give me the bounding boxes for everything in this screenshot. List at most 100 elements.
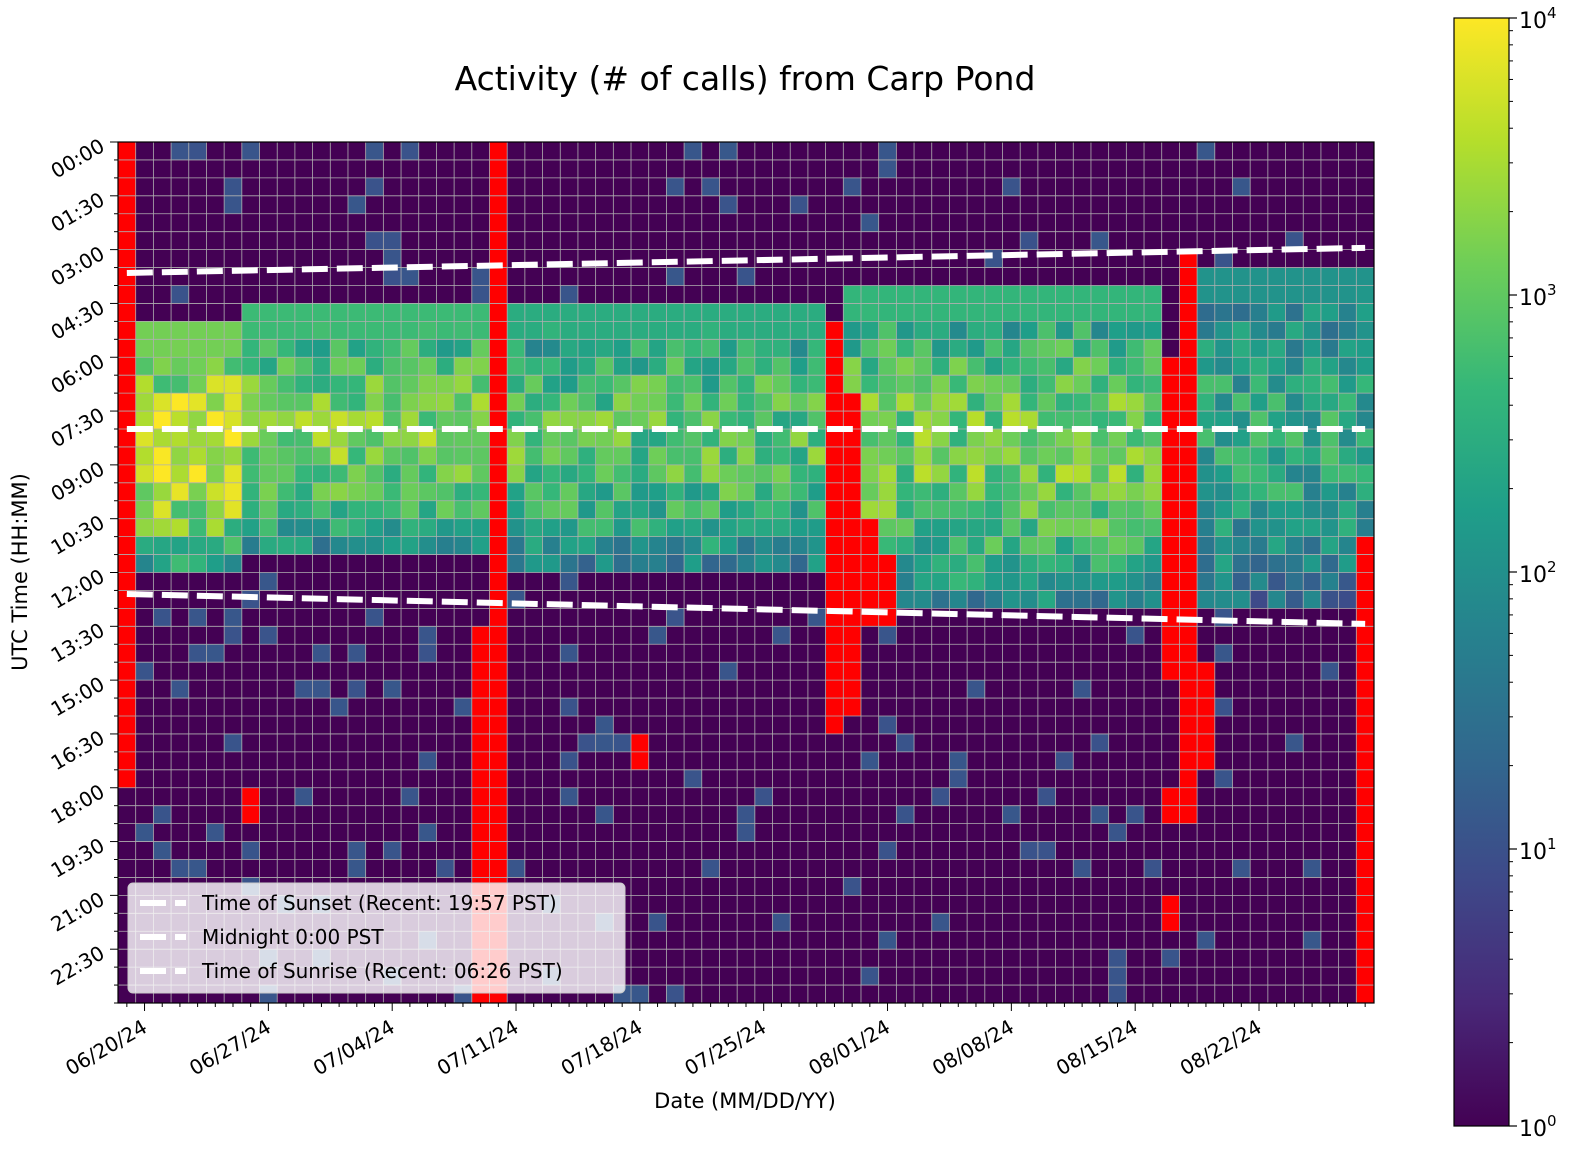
heatmap-cell bbox=[1320, 231, 1339, 250]
heatmap-cell bbox=[825, 446, 844, 466]
heatmap-cell bbox=[471, 393, 490, 412]
heatmap-cell bbox=[330, 213, 349, 232]
heatmap-cell bbox=[914, 590, 933, 609]
heatmap-cell bbox=[843, 859, 862, 878]
heatmap-cell bbox=[1037, 733, 1056, 753]
heatmap-cell bbox=[454, 142, 473, 161]
heatmap-cell bbox=[613, 805, 632, 824]
heatmap-cell bbox=[949, 159, 968, 179]
heatmap-cell bbox=[701, 805, 720, 824]
heatmap-cell bbox=[1002, 572, 1021, 591]
heatmap-cell bbox=[1055, 411, 1074, 430]
heatmap-cell bbox=[878, 446, 897, 466]
heatmap-cell bbox=[825, 769, 844, 789]
heatmap-cell bbox=[330, 159, 349, 179]
heatmap-cell bbox=[489, 680, 508, 699]
heatmap-cell bbox=[684, 357, 703, 376]
heatmap-cell bbox=[860, 482, 879, 502]
heatmap-cell bbox=[330, 429, 349, 448]
heatmap-cell bbox=[1020, 572, 1039, 591]
heatmap-cell bbox=[383, 823, 402, 842]
heatmap-cell bbox=[1037, 913, 1056, 932]
heatmap-cell bbox=[737, 967, 756, 986]
heatmap-cell bbox=[1303, 303, 1322, 322]
heatmap-cell bbox=[949, 733, 968, 753]
heatmap-cell bbox=[259, 375, 278, 394]
heatmap-cell bbox=[1285, 662, 1304, 681]
heatmap-cell bbox=[1267, 644, 1286, 663]
heatmap-cell bbox=[277, 285, 296, 304]
heatmap-cell bbox=[118, 518, 136, 537]
heatmap-cell bbox=[666, 177, 685, 197]
heatmap-cell bbox=[701, 339, 720, 358]
heatmap-cell bbox=[135, 733, 154, 753]
heatmap-cell bbox=[684, 716, 703, 735]
heatmap-cell bbox=[1356, 823, 1375, 842]
heatmap-cell bbox=[560, 751, 579, 771]
heatmap-cell bbox=[860, 751, 879, 771]
heatmap-cell bbox=[118, 446, 136, 466]
heatmap-cell bbox=[595, 805, 614, 824]
heatmap-cell bbox=[1303, 357, 1322, 376]
heatmap-cell bbox=[560, 644, 579, 663]
heatmap-cell bbox=[277, 142, 296, 161]
heatmap-cell bbox=[383, 626, 402, 645]
reference-lines bbox=[126, 244, 1366, 627]
heatmap-cell bbox=[684, 267, 703, 286]
heatmap-cell bbox=[701, 429, 720, 448]
heatmap-cell bbox=[560, 393, 579, 412]
heatmap-cell bbox=[153, 482, 172, 502]
heatmap-cell bbox=[241, 823, 260, 842]
heatmap-cell bbox=[1037, 267, 1056, 286]
heatmap-cell bbox=[1338, 913, 1357, 932]
heatmap-cell bbox=[1232, 536, 1251, 555]
heatmap-cell bbox=[1197, 662, 1216, 681]
heatmap-cell bbox=[1303, 159, 1322, 179]
heatmap-cell bbox=[666, 195, 685, 215]
heatmap-cell bbox=[914, 805, 933, 824]
heatmap-cell bbox=[1214, 500, 1233, 519]
heatmap-cell bbox=[1108, 429, 1127, 448]
heatmap-cell bbox=[507, 142, 526, 161]
heatmap-cell bbox=[631, 142, 650, 161]
heatmap-cell bbox=[542, 626, 561, 645]
heatmap-cell bbox=[754, 967, 773, 986]
colorbar-tick-label: 101 bbox=[1519, 835, 1557, 865]
heatmap-cell bbox=[1002, 931, 1021, 950]
heatmap-cell bbox=[631, 375, 650, 394]
heatmap-cell bbox=[524, 482, 543, 502]
heatmap-cell bbox=[560, 733, 579, 753]
heatmap-cell bbox=[790, 411, 809, 430]
heatmap-cell bbox=[188, 429, 207, 448]
heatmap-cell bbox=[471, 411, 490, 430]
heatmap-cell bbox=[1285, 590, 1304, 609]
heatmap-cell bbox=[188, 249, 207, 268]
heatmap-cell bbox=[1126, 267, 1145, 286]
heatmap-cell bbox=[967, 159, 986, 179]
heatmap-cell bbox=[135, 411, 154, 430]
heatmap-cell bbox=[401, 393, 420, 412]
heatmap-cell bbox=[171, 572, 190, 591]
heatmap-cell bbox=[418, 267, 437, 286]
heatmap-cell bbox=[1303, 518, 1322, 537]
heatmap-cell bbox=[241, 213, 260, 232]
heatmap-cell bbox=[1055, 967, 1074, 986]
heatmap-cell bbox=[1320, 357, 1339, 376]
heatmap-cell bbox=[1055, 464, 1074, 484]
heatmap-cell bbox=[1250, 554, 1269, 573]
heatmap-cell bbox=[684, 662, 703, 681]
heatmap-cell bbox=[1303, 142, 1322, 161]
heatmap-cell bbox=[577, 411, 596, 430]
heatmap-cell bbox=[259, 716, 278, 735]
heatmap-cell bbox=[224, 662, 243, 681]
heatmap-cell bbox=[967, 841, 986, 860]
heatmap-cell bbox=[259, 446, 278, 466]
heatmap-cell bbox=[931, 931, 950, 950]
heatmap-cell bbox=[365, 411, 384, 430]
heatmap-cell bbox=[772, 949, 791, 968]
heatmap-cell bbox=[1108, 662, 1127, 681]
y-tick-label: 16:30 bbox=[47, 725, 109, 775]
heatmap-cell bbox=[1303, 662, 1322, 681]
heatmap-cell bbox=[312, 751, 331, 771]
